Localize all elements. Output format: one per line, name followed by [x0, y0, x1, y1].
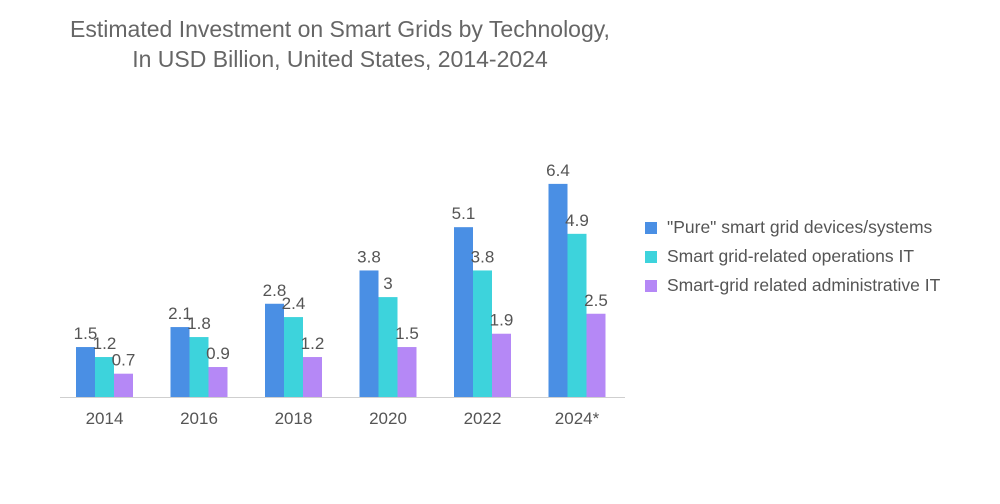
data-label-2018-series-2: 1.2: [301, 334, 325, 353]
legend: "Pure" smart grid devices/systems Smart …: [645, 213, 940, 300]
data-label-2016-series-0: 2.1: [168, 304, 192, 323]
legend-item-administrative-it: Smart-grid related administrative IT: [645, 271, 940, 300]
bar-2018-series-0: [265, 303, 284, 397]
data-label-2020-series-2: 1.5: [395, 324, 419, 343]
data-label-2022-series-2: 1.9: [490, 311, 514, 330]
x-tick-label-2018: 2018: [275, 409, 313, 428]
bar-2014-series-2: [114, 373, 133, 397]
data-label-2020-series-1: 3: [383, 274, 392, 293]
data-label-2020-series-0: 3.8: [357, 247, 381, 266]
legend-swatch-operations-it: [645, 250, 657, 263]
legend-swatch-administrative-it: [645, 279, 657, 292]
data-label-2014-series-2: 0.7: [112, 351, 136, 370]
data-label-2018-series-0: 2.8: [263, 281, 287, 300]
data-label-2022-series-0: 5.1: [452, 204, 476, 223]
x-tick-label-2024: 2024*: [555, 409, 600, 428]
bar-2022-series-2: [492, 333, 511, 397]
bar-2020-series-0: [359, 270, 379, 397]
data-label-2016-series-1: 1.8: [187, 314, 211, 333]
bar-2014-series-0: [76, 347, 95, 397]
bar-2020-series-2: [397, 347, 417, 397]
x-tick-label-2022: 2022: [464, 409, 502, 428]
data-label-2014-series-1: 1.2: [93, 334, 117, 353]
bar-2022-series-1: [473, 270, 492, 397]
legend-swatch-pure-devices: [645, 221, 657, 234]
data-label-2018-series-1: 2.4: [282, 294, 306, 313]
bar-2016-series-0: [170, 327, 190, 397]
legend-label-pure-devices: "Pure" smart grid devices/systems: [667, 217, 933, 237]
x-tick-label-2020: 2020: [369, 409, 407, 428]
legend-label-administrative-it: Smart-grid related administrative IT: [667, 275, 941, 295]
legend-item-pure-devices: "Pure" smart grid devices/systems: [645, 213, 940, 242]
bar-2024-series-2: [586, 313, 606, 397]
data-label-2022-series-1: 3.8: [471, 247, 495, 266]
data-label-2024-series-2: 2.5: [584, 291, 608, 310]
chart-title-line-1: Estimated Investment on Smart Grids by T…: [70, 16, 610, 42]
bar-2024-series-1: [567, 233, 587, 397]
x-tick-label-2014: 2014: [86, 409, 124, 428]
x-tick-label-2016: 2016: [180, 409, 218, 428]
data-label-2024-series-1: 4.9: [565, 211, 589, 230]
bar-2018-series-1: [284, 317, 303, 397]
bar-2018-series-2: [303, 357, 322, 397]
bar-2022-series-0: [454, 227, 473, 397]
bar-2024-series-0: [548, 183, 568, 397]
legend-item-operations-it: Smart grid-related operations IT: [645, 242, 940, 271]
chart-title: Estimated Investment on Smart Grids by T…: [0, 14, 680, 74]
data-label-2016-series-2: 0.9: [206, 344, 230, 363]
bar-2016-series-2: [208, 367, 228, 397]
bar-2020-series-1: [378, 297, 398, 397]
bar-2016-series-1: [189, 337, 209, 397]
legend-label-operations-it: Smart grid-related operations IT: [667, 246, 915, 266]
chart-title-line-2: In USD Billion, United States, 2014-2024: [132, 46, 548, 72]
bar-2014-series-1: [95, 357, 114, 397]
data-label-2024-series-0: 6.4: [546, 161, 570, 180]
data-label-2014-series-0: 1.5: [74, 324, 98, 343]
